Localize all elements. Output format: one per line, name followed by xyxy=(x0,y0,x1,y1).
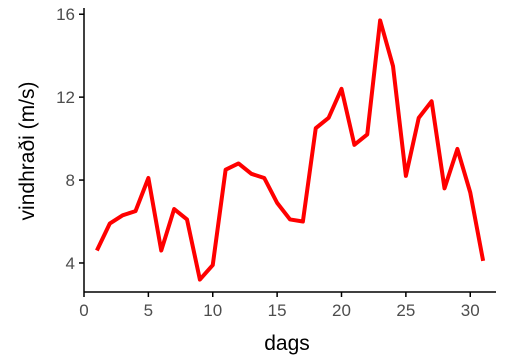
x-tick-label: 5 xyxy=(144,301,153,320)
x-tick-label: 30 xyxy=(461,301,480,320)
x-axis-title: dags xyxy=(264,332,310,355)
y-tick-label: 4 xyxy=(66,254,75,273)
series-line xyxy=(95,18,486,282)
x-tick-label: 0 xyxy=(79,301,88,320)
x-tick-label: 15 xyxy=(268,301,287,320)
x-tick-label: 20 xyxy=(332,301,351,320)
x-tick-label: 10 xyxy=(203,301,222,320)
y-tick-label: 16 xyxy=(56,5,75,24)
y-axis-title: vindhraði (m/s) xyxy=(16,82,39,221)
series-layer xyxy=(95,18,486,282)
x-tick-label: 25 xyxy=(396,301,415,320)
y-axis-ticks: 4 8 12 16 xyxy=(56,5,84,273)
y-tick-label: 12 xyxy=(56,88,75,107)
y-tick-label: 8 xyxy=(66,171,75,190)
x-axis-ticks: 0 5 10 15 20 25 30 xyxy=(79,292,480,320)
